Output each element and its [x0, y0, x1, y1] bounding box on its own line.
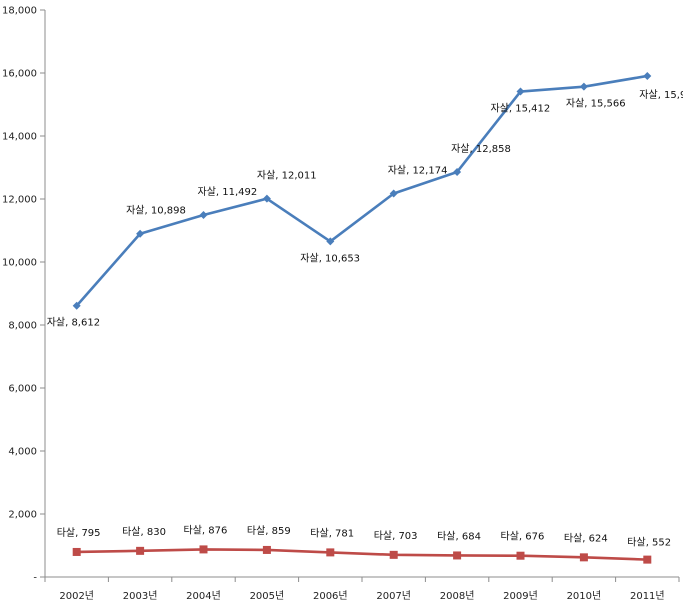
data-label-0: 자살, 12,011 [257, 170, 317, 182]
data-point-1 [72, 547, 81, 556]
x-tick-label: 2011년 [630, 590, 665, 602]
data-point-1 [643, 555, 652, 564]
data-label-1: 타살, 781 [310, 527, 354, 539]
data-label-0: 자살, 15,906 [639, 89, 683, 101]
x-tick-label: 2003년 [123, 590, 158, 602]
data-point-1 [199, 545, 208, 554]
data-label-0: 자살, 12,858 [451, 143, 511, 155]
data-point-0 [136, 229, 145, 238]
y-tick-label: 6,000 [8, 384, 37, 395]
data-label-0: 자살, 8,612 [47, 317, 100, 329]
data-label-1: 타살, 684 [437, 530, 481, 542]
series-line-1 [76, 548, 648, 561]
data-point-0 [389, 189, 398, 198]
y-tick-label: 2,000 [8, 510, 37, 521]
x-tick-label: 2005년 [250, 590, 285, 602]
data-point-1 [262, 545, 271, 554]
data-point-0 [199, 211, 208, 220]
y-tick-label: 12,000 [2, 195, 37, 206]
data-label-1: 타살, 703 [374, 530, 418, 542]
data-label-0: 자살, 11,492 [198, 186, 258, 198]
data-point-1 [326, 548, 335, 557]
x-tick-label: 2007년 [376, 590, 411, 602]
y-tick-label: - [33, 573, 37, 584]
x-tick-label: 2006년 [313, 590, 348, 602]
data-point-1 [136, 546, 145, 555]
data-point-0 [326, 237, 335, 246]
data-label-0: 자살, 10,898 [126, 205, 186, 217]
data-label-0: 자살, 15,566 [566, 98, 626, 110]
data-point-0 [72, 301, 81, 310]
data-point-1 [516, 551, 525, 560]
data-point-0 [643, 71, 652, 80]
data-label-0: 자살, 15,412 [491, 103, 551, 115]
x-tick-label: 2010년 [567, 590, 602, 602]
series-line-0 [75, 74, 648, 307]
data-label-1: 타살, 876 [184, 524, 228, 536]
y-tick-label: 8,000 [8, 321, 37, 332]
y-tick-label: 16,000 [2, 69, 37, 80]
y-axis-ticks: - 2,000 4,000 6,000 8,000 10,000 12,000 14,000 1… [2, 6, 45, 584]
data-point-1 [453, 551, 462, 560]
data-point-1 [579, 553, 588, 562]
data-label-0: 자살, 12,174 [388, 165, 448, 177]
y-tick-label: 14,000 [2, 132, 37, 143]
data-point-0 [453, 167, 462, 176]
data-point-0 [516, 87, 525, 96]
x-tick-label: 2004년 [186, 590, 221, 602]
data-point-0 [262, 194, 271, 203]
data-label-0: 자살, 10,653 [300, 252, 360, 264]
x-tick-label: 2008년 [440, 590, 475, 602]
data-label-1: 타살, 624 [564, 532, 608, 544]
data-label-1: 타살, 795 [57, 527, 101, 539]
data-label-1: 타살, 552 [627, 537, 671, 549]
x-tick-label: 2002년 [59, 590, 94, 602]
y-tick-label: 18,000 [2, 6, 37, 17]
data-point-0 [579, 82, 588, 91]
data-label-1: 타살, 676 [501, 531, 545, 543]
x-axis-ticks: 2002년 2003년 2004년 2005년 2006년 2007년 2008년 2009년… [44, 577, 680, 602]
data-point-1 [389, 550, 398, 559]
data-labels: 자살, 8,612 자살, 10,898 자살, 11,492 자살, 12,011 자… [47, 89, 683, 549]
y-tick-label: 10,000 [2, 258, 37, 269]
y-tick-label: 4,000 [8, 447, 37, 458]
series-group [72, 71, 652, 564]
x-tick-label: 2009년 [503, 590, 538, 602]
chart-axes [44, 10, 679, 578]
data-label-1: 타살, 859 [247, 525, 291, 537]
data-label-1: 타살, 830 [122, 526, 166, 538]
